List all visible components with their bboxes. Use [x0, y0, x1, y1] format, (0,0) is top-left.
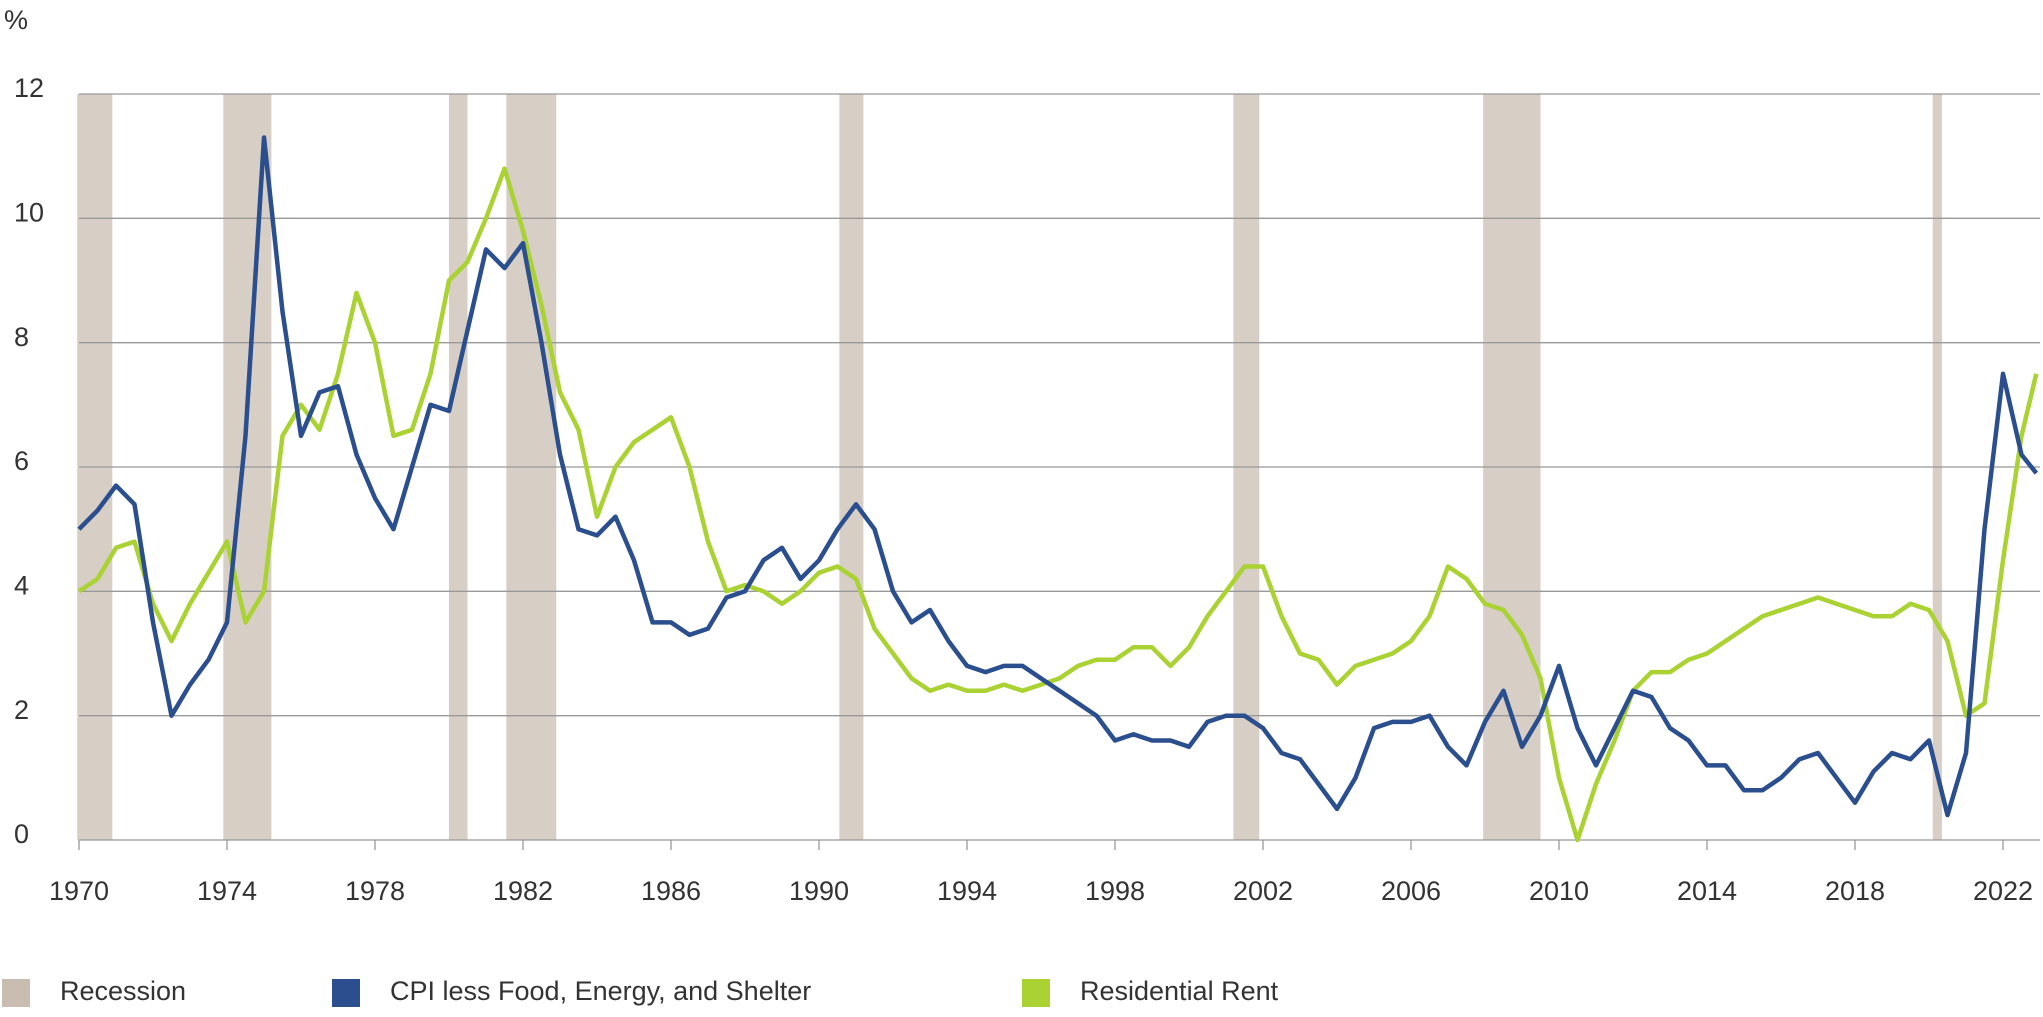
legend-label: CPI less Food, Energy, and Shelter [390, 976, 811, 1006]
legend-swatch [2, 979, 30, 1007]
series-line [77, 166, 2039, 843]
y-tick-label: 2 [14, 695, 29, 725]
legend-label: Residential Rent [1080, 976, 1279, 1006]
y-tick-label: 12 [14, 73, 44, 103]
series-line [77, 135, 2039, 818]
x-tick-label: 2002 [1233, 876, 1293, 906]
y-tick-label: 8 [14, 322, 29, 352]
x-tick-label: 1986 [641, 876, 701, 906]
x-tick-label: 1974 [197, 876, 257, 906]
x-tick-label: 2022 [1973, 876, 2033, 906]
y-tick-label: 6 [14, 446, 29, 476]
y-unit: % [4, 5, 28, 35]
x-tick-label: 2018 [1825, 876, 1885, 906]
y-tick-label: 10 [14, 197, 44, 227]
x-tick-label: 1970 [49, 876, 109, 906]
x-tick-label: 2010 [1529, 876, 1589, 906]
x-tick-label: 2014 [1677, 876, 1737, 906]
x-tick-label: 1990 [789, 876, 849, 906]
legend-label: Recession [60, 976, 186, 1006]
y-tick-label: 4 [14, 570, 29, 600]
x-tick-label: 1998 [1085, 876, 1145, 906]
x-tick-label: 1982 [493, 876, 553, 906]
y-tick-label: 0 [14, 819, 29, 849]
x-tick-label: 1978 [345, 876, 405, 906]
x-tick-label: 2006 [1381, 876, 1441, 906]
x-tick-label: 1994 [937, 876, 997, 906]
legend-swatch [1022, 979, 1050, 1007]
legend-swatch [332, 979, 360, 1007]
